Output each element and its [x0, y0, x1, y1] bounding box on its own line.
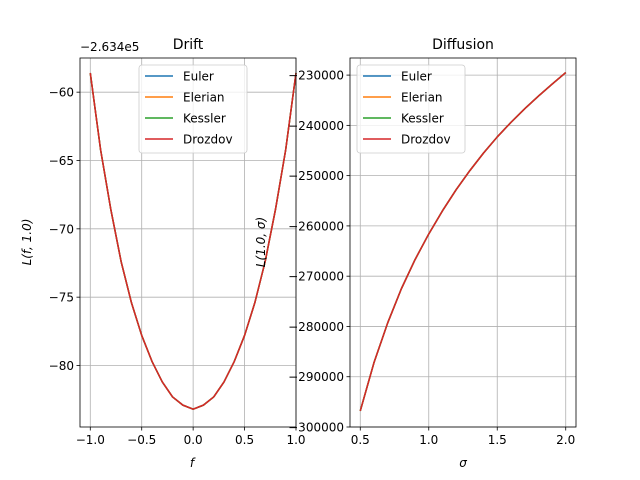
diffusion-y-tick-label: −290000 [288, 370, 344, 384]
drift-legend-label-elerian: Elerian [183, 91, 225, 105]
diffusion-legend-label-elerian: Elerian [401, 91, 443, 105]
diffusion-legend-label-drozdov: Drozdov [401, 133, 451, 147]
drift-x-tick-label: 0.0 [184, 433, 203, 447]
diffusion-legend-label-kessler: Kessler [401, 112, 444, 126]
diffusion-x-tick-label: 1.0 [419, 433, 438, 447]
diffusion-y-tick-label: −230000 [288, 69, 344, 83]
drift-y-axis-label: L(f, 1.0) [20, 219, 34, 266]
diffusion-x-tick-label: 1.5 [488, 433, 507, 447]
drift-offset-text: −2.634e5 [80, 40, 139, 54]
drift-legend-label-kessler: Kessler [183, 112, 226, 126]
drift-x-tick-label: 1.0 [286, 433, 305, 447]
drift-legend-label-euler: Euler [183, 70, 214, 84]
diffusion-y-tick-label: −280000 [288, 320, 344, 334]
drift-x-ticks: −1.0 −0.5 0.0 0.5 1.0 [76, 427, 306, 447]
drift-y-tick-label: −70 [49, 222, 74, 236]
diffusion-x-ticks: 0.5 1.0 1.5 2.0 [351, 427, 575, 447]
diffusion-legend: Euler Elerian Kessler Drozdov [356, 64, 466, 154]
diffusion-axes-frame [349, 57, 577, 428]
diffusion-line-drozdov [359, 72, 567, 412]
drift-title: Drift [173, 37, 204, 53]
drift-legend-label-drozdov: Drozdov [183, 133, 233, 147]
diffusion-x-axis-label: σ [459, 456, 467, 470]
diffusion-x-tick-label: 2.0 [556, 433, 575, 447]
diffusion-y-axis-label: L(1.0, σ) [254, 217, 268, 267]
drift-y-tick-label: −65 [49, 154, 74, 168]
diffusion-y-tick-label: −250000 [288, 169, 344, 183]
drift-legend-box [138, 64, 248, 154]
diffusion-panel: 0.5 1.0 1.5 2.0 −300000 −290000 −280000 −27000… [254, 37, 577, 470]
drift-x-axis-label: f [190, 456, 196, 470]
drift-x-tick-label: −1.0 [76, 433, 105, 447]
drift-y-ticks: −80 −75 −70 −65 −60 [49, 86, 80, 373]
diffusion-y-tick-label: −240000 [288, 119, 344, 133]
diffusion-y-tick-label: −300000 [288, 421, 344, 435]
drift-axes-frame [79, 57, 297, 428]
diffusion-legend-label-euler: Euler [401, 70, 432, 84]
drift-y-tick-label: −80 [49, 359, 74, 373]
diffusion-series-lines [359, 72, 567, 412]
drift-x-tick-label: −0.5 [127, 433, 156, 447]
drift-y-tick-label: −75 [49, 291, 74, 305]
drift-line-drozdov [89, 72, 297, 410]
diffusion-y-tick-label: −270000 [288, 270, 344, 284]
diffusion-title: Diffusion [432, 37, 494, 53]
drift-y-tick-label: −60 [49, 86, 74, 100]
drift-panel: −1.0 −0.5 0.0 0.5 1.0 −80−75−70−65−60 Drift … [20, 37, 306, 470]
drift-x-tick-label: 0.5 [235, 433, 254, 447]
diffusion-y-tick-label: −260000 [288, 219, 344, 233]
drift-series-lines [89, 72, 297, 410]
diffusion-legend-box [356, 64, 466, 154]
diffusion-y-ticks: −300000 −290000 −280000 −270000 −260000 −2500… [288, 69, 350, 435]
drift-legend: Euler Elerian Kessler Drozdov [138, 64, 248, 154]
diffusion-x-tick-label: 0.5 [351, 433, 370, 447]
